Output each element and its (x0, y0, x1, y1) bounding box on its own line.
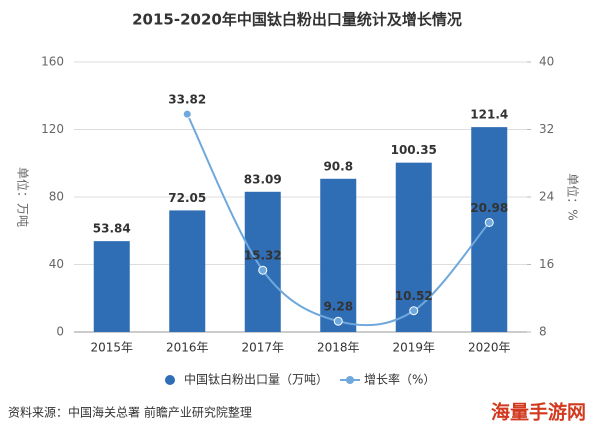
x-tick-label: 2017年 (241, 341, 284, 355)
y-axis-label: 单位：万吨 (16, 167, 31, 227)
bar (169, 210, 206, 332)
y2-tick-label: 16 (539, 257, 554, 271)
line-point (484, 217, 494, 227)
bar-value-label: 83.09 (244, 172, 282, 186)
bar (471, 127, 508, 332)
line-point (258, 265, 268, 275)
y-tick-label: 80 (49, 190, 64, 204)
y-tick-label: 160 (41, 55, 64, 69)
bar-value-label: 100.35 (391, 143, 437, 157)
line-value-label: 20.98 (470, 201, 508, 215)
x-tick-label: 2019年 (392, 341, 435, 355)
bar (244, 191, 281, 332)
source: 资料来源：中国海关总署 前瞻产业研究院整理 (8, 405, 252, 420)
y-tick-label: 40 (49, 257, 64, 271)
legend-label: 中国钛白粉出口量（万吨） (184, 372, 328, 387)
chart-title: 2015-2020年中国钛白粉出口量统计及增长情况 (132, 11, 462, 29)
line-point (333, 316, 343, 326)
line-point (409, 306, 419, 316)
x-tick-label: 2015年 (90, 341, 133, 355)
bar-value-label: 72.05 (168, 191, 206, 205)
y-tick-label: 120 (41, 122, 64, 136)
watermark: 海量手游网 (491, 401, 586, 424)
legend-swatch (165, 375, 175, 385)
line-value-label: 33.82 (168, 93, 206, 107)
y2-tick-label: 8 (539, 325, 547, 339)
bar-value-label: 90.8 (323, 159, 353, 173)
line-point (182, 109, 192, 119)
line-value-label: 15.32 (244, 249, 282, 263)
y2-tick-label: 40 (539, 55, 554, 69)
x-tick-label: 2020年 (468, 341, 511, 355)
y2-tick-label: 24 (539, 190, 554, 204)
bar-value-label: 53.84 (93, 222, 131, 236)
bar (320, 178, 357, 332)
x-tick-label: 2018年 (317, 341, 360, 355)
line-value-label: 10.52 (395, 289, 433, 303)
y2-tick-label: 32 (539, 122, 554, 136)
x-tick-label: 2016年 (166, 341, 209, 355)
y-tick-label: 0 (56, 325, 64, 339)
line-value-label: 9.28 (323, 300, 353, 314)
legend-label: 增长率（%） (364, 372, 435, 387)
bar (395, 162, 432, 332)
bar (93, 241, 130, 332)
y2-axis-label: 单位：% (566, 173, 581, 220)
legend-swatch (346, 376, 354, 384)
bar-value-label: 121.4 (470, 108, 508, 122)
